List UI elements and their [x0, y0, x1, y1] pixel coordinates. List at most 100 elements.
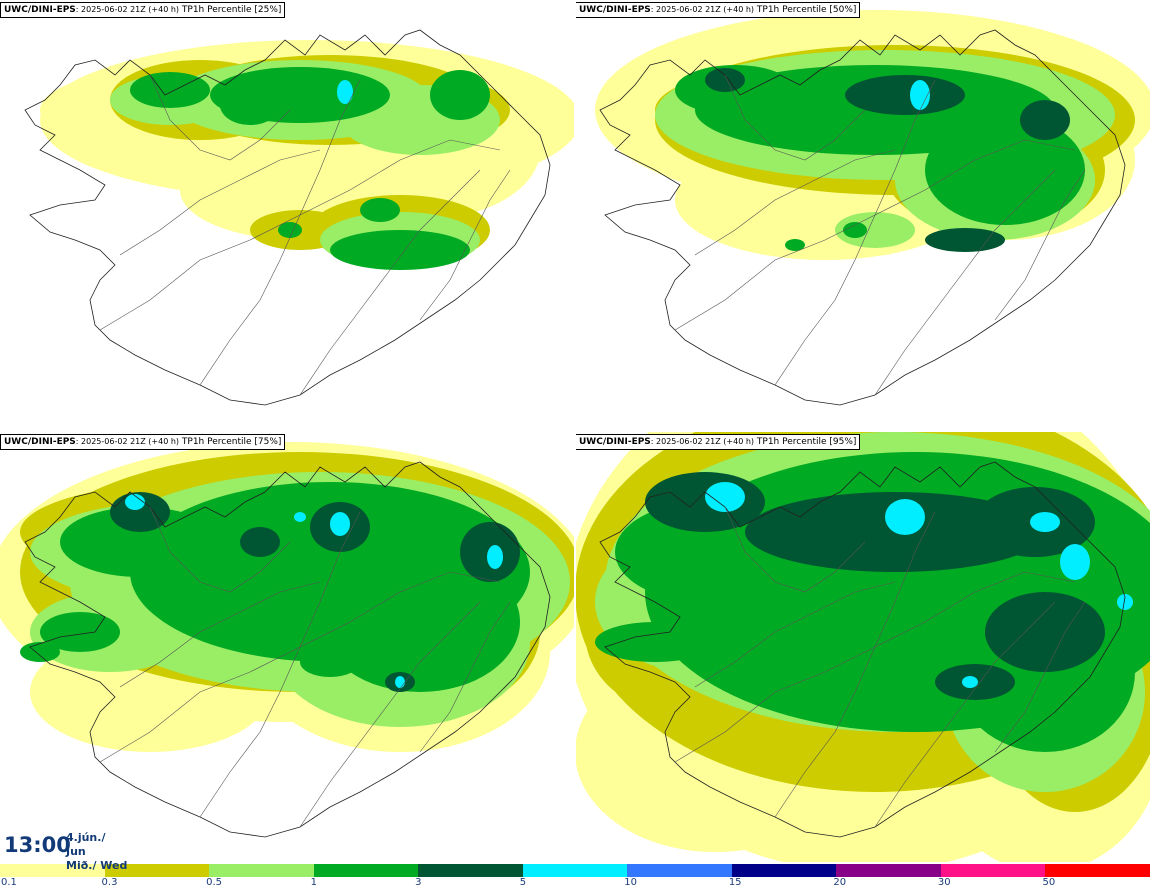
- legend-tick: 15: [728, 877, 742, 888]
- road-line: [199, 79, 361, 386]
- road-line: [774, 79, 936, 386]
- precip-area: [487, 545, 503, 569]
- precip-area: [910, 80, 930, 110]
- precip-area: [60, 507, 220, 577]
- road-line: [994, 601, 1086, 753]
- precip-area: [300, 647, 360, 677]
- road-line: [694, 149, 896, 256]
- legend-swatch: [104, 864, 211, 877]
- legend-tick: 20: [833, 877, 847, 888]
- precip-area: [1030, 512, 1060, 532]
- legend-bar: [0, 864, 1150, 877]
- legend-tick: 5: [519, 877, 527, 888]
- precip-area: [705, 482, 745, 512]
- precip-area: [125, 494, 145, 510]
- legend-swatch: [209, 864, 315, 877]
- road-line: [694, 581, 896, 688]
- coastline: [24, 29, 551, 406]
- road-line: [774, 511, 936, 818]
- model-name: UWC/DINI-EPS: [579, 437, 651, 447]
- legend-tick: 50: [1042, 877, 1056, 888]
- precip-area: [985, 592, 1105, 672]
- map-panel-p25: UWC/DINI-EPS: 2025-06-02 21Z (+40 h) TP1…: [0, 0, 575, 431]
- run-info: : 2025-06-02 21Z (+40 h): [650, 437, 755, 446]
- road-line: [119, 149, 321, 256]
- valid-time-box: 13:00 4.jún./ Jun Mið./ Wed: [0, 826, 129, 872]
- road-line: [724, 74, 866, 161]
- precip-map-p75: [0, 432, 575, 863]
- precip-area: [430, 70, 490, 120]
- precip-area: [130, 72, 210, 108]
- precip-area: [843, 222, 867, 238]
- precip-area: [337, 80, 353, 104]
- valid-time: 13:00: [4, 833, 71, 857]
- legend-swatch: [418, 864, 524, 877]
- run-info: : 2025-06-02 21Z (+40 h): [75, 5, 180, 14]
- legend-swatch: [1045, 864, 1150, 877]
- variable-name: TP1h Percentile [25%]: [181, 5, 282, 15]
- road-line: [299, 601, 481, 828]
- road-line: [994, 169, 1086, 321]
- precip-area: [595, 622, 715, 662]
- valid-date-line1: 4.jún./ Jun: [66, 831, 106, 858]
- road-line: [724, 506, 866, 593]
- precip-area: [885, 499, 925, 535]
- panel-title: UWC/DINI-EPS: 2025-06-02 21Z (+40 h) TP1…: [575, 2, 861, 18]
- precip-map-p95: [575, 432, 1150, 863]
- map-panel-p50: UWC/DINI-EPS: 2025-06-02 21Z (+40 h) TP1…: [575, 0, 1150, 431]
- road-line: [119, 581, 321, 688]
- legend-swatch: [522, 864, 629, 877]
- precip-area: [815, 657, 875, 687]
- legend-tick: 3: [415, 877, 422, 888]
- coastline: [599, 461, 1126, 838]
- legend-tick: 0.5: [206, 877, 222, 888]
- precip-area: [925, 115, 1085, 225]
- road-line: [419, 169, 511, 321]
- legend-tick: 0.3: [101, 877, 118, 888]
- precip-map-p50: [575, 0, 1150, 431]
- precip-area: [294, 512, 306, 522]
- model-name: UWC/DINI-EPS: [4, 437, 76, 447]
- variable-name: TP1h Percentile [50%]: [756, 5, 857, 15]
- legend-swatch: [313, 864, 420, 877]
- road-line: [874, 169, 1056, 396]
- precip-area: [320, 552, 520, 692]
- precip-area: [1060, 544, 1090, 580]
- legend-swatch: [627, 864, 733, 877]
- coastline: [24, 461, 551, 838]
- panel-title: UWC/DINI-EPS: 2025-06-02 21Z (+40 h) TP1…: [0, 434, 286, 450]
- model-name: UWC/DINI-EPS: [4, 5, 76, 15]
- legend-tick: 30: [937, 877, 951, 888]
- panel-divider: [574, 0, 576, 862]
- precip-area: [645, 472, 765, 532]
- legend-swatch: [0, 864, 106, 877]
- map-panel-p95: UWC/DINI-EPS: 2025-06-02 21Z (+40 h) TP1…: [575, 432, 1150, 863]
- variable-name: TP1h Percentile [95%]: [756, 437, 857, 447]
- legend-swatch: [836, 864, 942, 877]
- panel-title: UWC/DINI-EPS: 2025-06-02 21Z (+40 h) TP1…: [575, 434, 861, 450]
- coastline: [599, 29, 1126, 406]
- run-info: : 2025-06-02 21Z (+40 h): [650, 5, 755, 14]
- road-line: [874, 601, 1056, 828]
- panel-title: UWC/DINI-EPS: 2025-06-02 21Z (+40 h) TP1…: [0, 2, 286, 18]
- color-legend: 0.1 0.3 0.5 1 3 5 10 15 20 30 50: [0, 862, 1150, 891]
- precip-area: [330, 512, 350, 536]
- legend-tick: 0.1: [1, 877, 17, 888]
- road-line: [199, 511, 361, 818]
- precip-area: [40, 612, 120, 652]
- precip-area: [1020, 100, 1070, 140]
- precip-area: [785, 239, 805, 251]
- precip-area: [835, 212, 915, 248]
- variable-name: TP1h Percentile [75%]: [181, 437, 282, 447]
- legend-tick: 1: [310, 877, 317, 888]
- precip-area: [240, 527, 280, 557]
- precip-area: [925, 228, 1005, 252]
- precip-area: [220, 85, 280, 125]
- road-line: [149, 506, 291, 593]
- precip-map-p25: [0, 0, 575, 431]
- valid-date-line2: Mið./ Wed: [66, 859, 128, 872]
- road-line: [299, 169, 481, 396]
- road-line: [149, 74, 291, 161]
- run-info: : 2025-06-02 21Z (+40 h): [75, 437, 180, 446]
- valid-date: 4.jún./ Jun Mið./ Wed: [66, 831, 129, 873]
